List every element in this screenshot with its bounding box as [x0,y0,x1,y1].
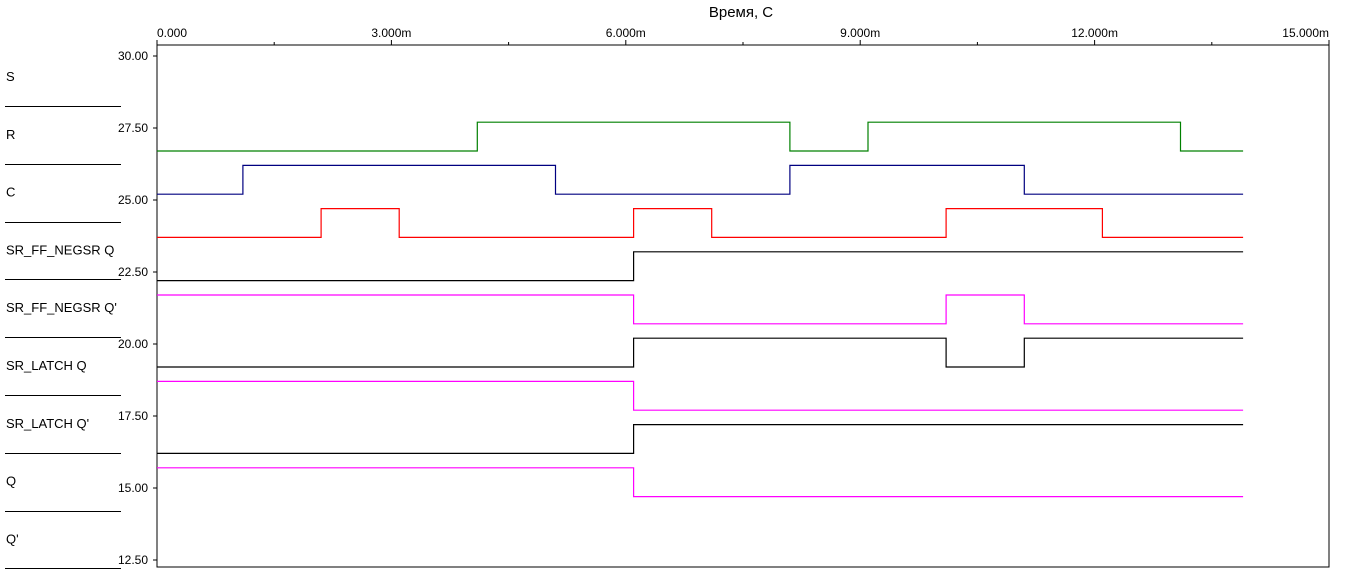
legend-label: S [6,69,15,84]
y-tick-label: 20.00 [118,337,148,351]
signal-traces [157,121,1244,498]
legend-label: SR_LATCH Q [6,358,87,373]
y-tick-label: 30.00 [118,49,148,63]
legend-label: SR_FF_NEGSR Q' [6,300,117,315]
legend-label: R [6,127,15,142]
series-line [157,467,1244,498]
series-line [157,294,1244,325]
x-tick-label: 9.000m [840,26,880,40]
legend-label: SR_FF_NEGSR Q [6,242,114,257]
series-line [157,208,1244,238]
y-tick-label: 22.50 [118,265,148,279]
x-tick-label: 12.000m [1071,26,1118,40]
series-line [157,380,1244,411]
legend-label: Q' [6,531,19,546]
plot-area [156,44,1330,568]
y-tick-label: 12.50 [118,553,148,567]
signal-legend: S R C SR_FF_NEGSR Q SR_FF_NEGSR Q' SR_LATCH Q… [5,69,121,569]
y-tick-label: 17.50 [118,409,148,423]
legend-label: Q [6,474,16,489]
x-tick-label: 0.000 [157,26,187,40]
y-tick-label: 25.00 [118,193,148,207]
y-tick-label: 15.00 [118,481,148,495]
legend-label: C [6,185,15,200]
series-line [157,337,1244,368]
series-line [157,251,1244,282]
x-axis: 0.000 3.000m 6.000m 9.000m 12.000m 15.000m [156,26,1330,45]
x-tick-label: 3.000m [371,26,411,40]
y-axis: 30.00 27.50 25.00 22.50 20.00 17.50 15.00 12.50 [118,49,157,567]
y-tick-label: 27.50 [118,121,148,135]
series-line [157,121,1244,152]
x-tick-label: 6.000m [606,26,646,40]
x-tick-label: 15.000m [1282,26,1329,40]
legend-label: SR_LATCH Q' [6,416,89,431]
series-line [157,424,1244,454]
x-axis-title: Время, С [709,4,773,21]
series-line [157,164,1244,195]
